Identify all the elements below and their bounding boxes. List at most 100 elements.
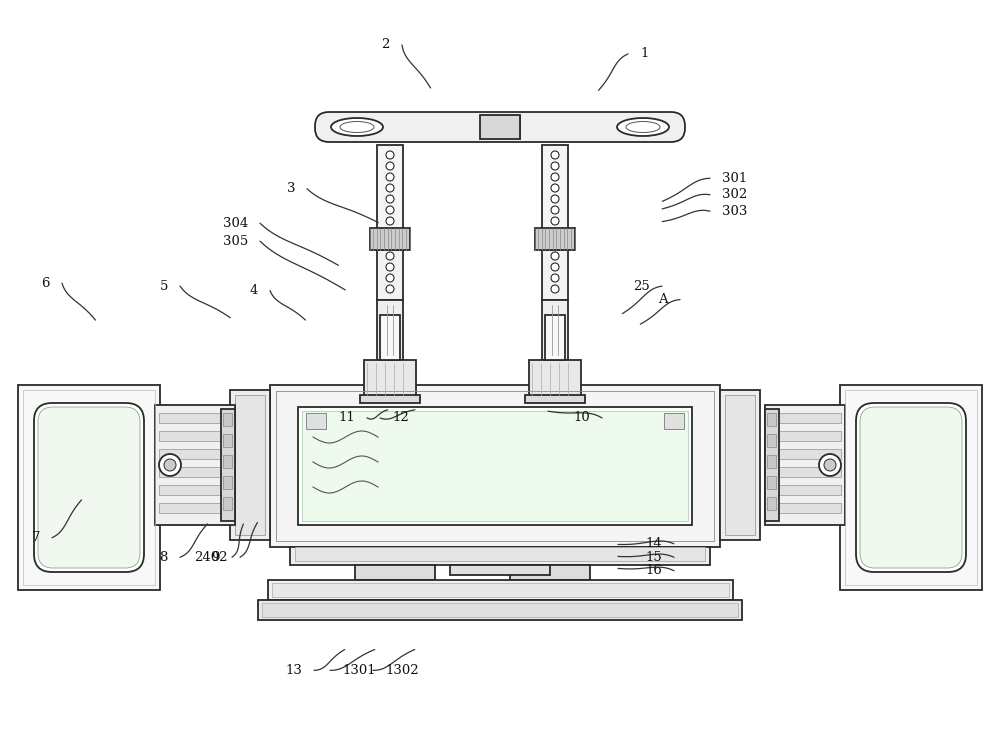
Bar — [767, 455, 776, 468]
Bar — [155, 405, 235, 525]
Bar — [769, 431, 841, 441]
Bar — [769, 449, 841, 459]
Text: 13: 13 — [285, 664, 302, 677]
Bar — [450, 565, 550, 575]
Bar — [767, 413, 776, 426]
Text: 12: 12 — [392, 411, 409, 425]
Bar — [230, 390, 270, 540]
Bar — [510, 565, 590, 580]
Bar — [223, 434, 232, 447]
Bar — [769, 503, 841, 513]
Text: 6: 6 — [42, 276, 50, 290]
Text: 7: 7 — [32, 531, 40, 545]
Bar — [262, 603, 738, 617]
Text: 1: 1 — [640, 47, 648, 61]
Bar — [767, 434, 776, 447]
Text: 25: 25 — [633, 279, 650, 293]
Text: 10: 10 — [573, 411, 590, 425]
Ellipse shape — [626, 121, 660, 133]
Text: 1301: 1301 — [342, 664, 376, 677]
Ellipse shape — [331, 118, 383, 136]
Bar — [720, 390, 760, 540]
Bar — [767, 476, 776, 489]
Bar — [290, 547, 710, 565]
Circle shape — [551, 206, 559, 214]
Bar — [159, 467, 231, 477]
Circle shape — [551, 151, 559, 159]
Ellipse shape — [617, 118, 669, 136]
Bar — [355, 565, 435, 580]
Circle shape — [551, 162, 559, 170]
Bar — [268, 580, 733, 600]
Circle shape — [551, 274, 559, 282]
Circle shape — [164, 459, 176, 471]
Text: 5: 5 — [160, 279, 168, 293]
FancyBboxPatch shape — [860, 407, 962, 568]
Bar — [23, 390, 155, 585]
Circle shape — [551, 195, 559, 203]
Bar — [845, 390, 977, 585]
Bar — [223, 413, 232, 426]
Bar — [769, 413, 841, 423]
Bar — [159, 431, 231, 441]
FancyBboxPatch shape — [34, 403, 144, 572]
Bar — [272, 583, 729, 597]
Bar — [360, 395, 420, 403]
Ellipse shape — [340, 121, 374, 133]
Bar — [159, 449, 231, 459]
Circle shape — [819, 454, 841, 476]
Circle shape — [551, 217, 559, 225]
Text: 4: 4 — [250, 284, 258, 297]
Text: 305: 305 — [223, 234, 248, 248]
Bar — [159, 503, 231, 513]
Bar — [270, 385, 720, 547]
Bar — [542, 250, 568, 300]
Circle shape — [824, 459, 836, 471]
Text: 2: 2 — [382, 38, 390, 52]
Text: A: A — [658, 293, 668, 306]
Text: 304: 304 — [223, 216, 248, 230]
Text: 301: 301 — [722, 172, 747, 185]
Bar — [535, 228, 575, 250]
Circle shape — [551, 184, 559, 192]
Bar — [840, 385, 982, 590]
Bar — [765, 405, 845, 525]
Bar — [377, 145, 403, 230]
Bar — [769, 485, 841, 495]
Bar — [542, 300, 568, 360]
Bar — [725, 395, 755, 535]
Bar — [525, 395, 585, 403]
Bar — [529, 360, 581, 398]
Text: 303: 303 — [722, 204, 747, 218]
Bar — [545, 315, 565, 360]
Bar — [765, 409, 779, 521]
Circle shape — [386, 195, 394, 203]
Bar — [542, 145, 568, 230]
Bar — [380, 315, 400, 360]
Circle shape — [386, 184, 394, 192]
Bar — [298, 407, 692, 525]
Bar — [767, 497, 776, 510]
Circle shape — [386, 206, 394, 214]
Bar — [377, 300, 403, 360]
Bar — [664, 413, 684, 429]
Circle shape — [386, 162, 394, 170]
Bar — [302, 411, 688, 521]
Bar — [295, 547, 705, 561]
Circle shape — [386, 252, 394, 260]
Circle shape — [386, 285, 394, 293]
Bar — [370, 228, 410, 250]
Bar — [18, 385, 160, 590]
Circle shape — [386, 151, 394, 159]
FancyBboxPatch shape — [38, 407, 140, 568]
Bar — [223, 476, 232, 489]
FancyBboxPatch shape — [856, 403, 966, 572]
Circle shape — [551, 263, 559, 271]
Bar — [159, 413, 231, 423]
Text: 11: 11 — [338, 411, 355, 425]
Text: 1302: 1302 — [385, 664, 419, 677]
Bar — [480, 115, 520, 139]
Bar — [276, 391, 714, 541]
Bar — [159, 485, 231, 495]
Bar — [769, 467, 841, 477]
